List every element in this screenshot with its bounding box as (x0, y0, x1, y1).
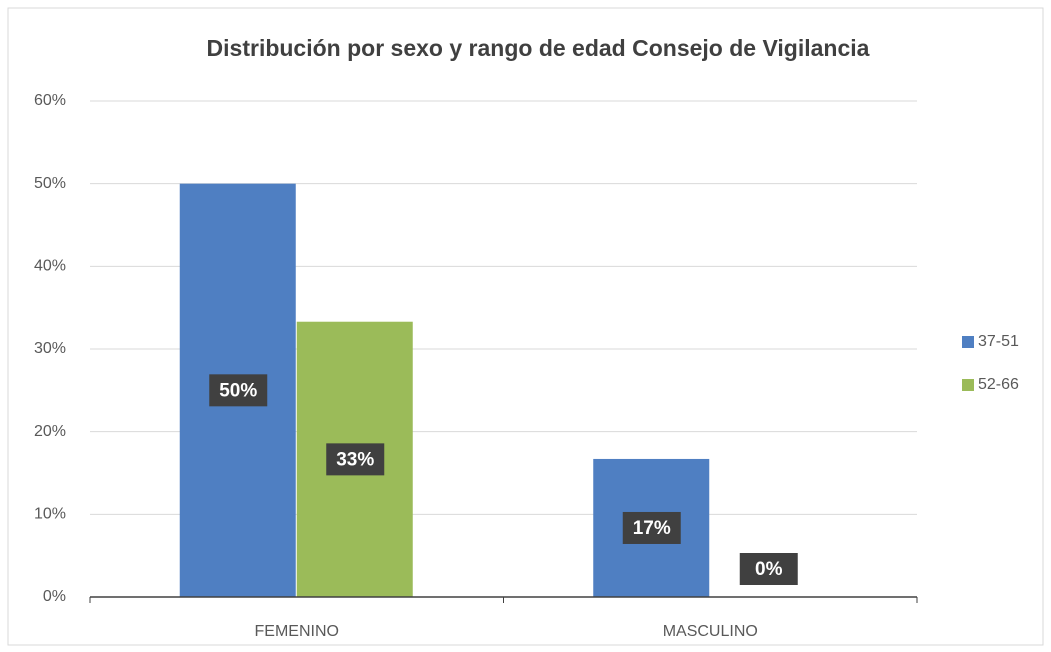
data-label: 17% (633, 518, 671, 539)
data-label: 50% (219, 380, 257, 401)
data-label-bg (622, 511, 681, 544)
data-label: 33% (336, 449, 374, 470)
data-label-bg (209, 374, 268, 407)
legend-swatch (962, 379, 974, 391)
chart-title: Distribución por sexo y rango de edad Co… (207, 35, 870, 61)
x-tick-label: FEMENINO (255, 623, 339, 640)
y-tick-label: 40% (34, 258, 66, 275)
legend-swatch (962, 336, 974, 348)
y-tick-label: 30% (34, 340, 66, 357)
y-tick-label: 50% (34, 175, 66, 192)
y-tick-label: 60% (34, 92, 66, 109)
y-tick-label: 0% (43, 588, 66, 605)
x-tick-label: MASCULINO (663, 623, 758, 640)
data-label-bg (326, 443, 385, 476)
legend-label: 52-66 (978, 376, 1019, 393)
data-label: 0% (755, 559, 783, 580)
data-label-bg (739, 553, 798, 585)
legend-label: 37-51 (978, 333, 1019, 350)
chart-border (7, 7, 1044, 646)
y-tick-label: 20% (34, 423, 66, 440)
y-tick-label: 10% (34, 506, 66, 523)
